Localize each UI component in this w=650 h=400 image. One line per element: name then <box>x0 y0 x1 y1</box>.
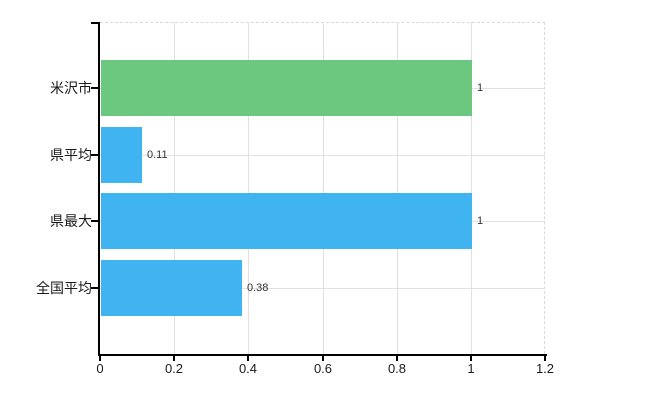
x-tick-label: 0.2 <box>164 361 184 376</box>
y-axis-tick <box>91 220 99 222</box>
horizontal-gridline <box>100 288 545 289</box>
x-tick-label: 1 <box>467 361 475 376</box>
x-axis-tick <box>173 356 175 361</box>
bar <box>101 260 242 316</box>
category-label: 県平均 <box>50 147 92 163</box>
x-axis-tick <box>470 356 472 361</box>
horizontal-gridline <box>100 155 545 156</box>
vertical-gridline <box>397 22 398 354</box>
x-axis-line <box>98 354 547 356</box>
bar-value-label: 1 <box>477 82 484 94</box>
x-axis-tick <box>247 356 249 361</box>
category-label: 全国平均 <box>36 280 92 296</box>
vertical-gridline <box>471 22 472 354</box>
vertical-gridline <box>248 22 249 354</box>
bar <box>101 193 472 249</box>
x-axis-tick <box>544 356 546 361</box>
bar-value-label: 0.11 <box>147 149 168 161</box>
x-tick-label: 0.6 <box>313 361 333 376</box>
y-axis-tick <box>91 22 99 24</box>
x-tick-label: 0.4 <box>238 361 258 376</box>
x-axis-tick <box>99 356 101 361</box>
x-tick-label: 0.8 <box>387 361 407 376</box>
y-axis-tick <box>91 154 99 156</box>
y-axis-tick <box>91 87 99 89</box>
x-tick-label: 1.2 <box>535 361 555 376</box>
category-label: 県最大 <box>50 213 92 229</box>
x-tick-label: 0 <box>96 361 104 376</box>
bar-value-label: 1 <box>477 215 484 227</box>
x-axis-tick <box>322 356 324 361</box>
vertical-gridline <box>323 22 324 354</box>
y-axis-line <box>98 22 100 356</box>
y-axis-tick <box>91 287 99 289</box>
plot-area <box>100 22 545 354</box>
bar <box>101 60 472 116</box>
bar-value-label: 0.38 <box>247 282 269 294</box>
bar <box>101 127 142 183</box>
category-label: 米沢市 <box>50 80 92 96</box>
x-axis-tick <box>396 356 398 361</box>
vertical-gridline <box>174 22 175 354</box>
